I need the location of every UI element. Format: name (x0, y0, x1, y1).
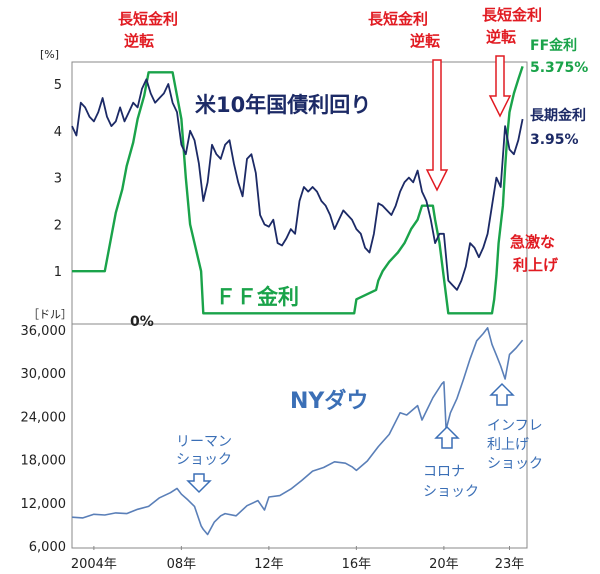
dow-y-tick-label: 18,000 (21, 454, 67, 469)
inflation-line3: ショック (487, 456, 543, 472)
inflation-arrow (489, 382, 515, 406)
x-tick-label: 08年 (167, 557, 197, 572)
inversion-label-3-line1: 長短金利 (482, 6, 542, 24)
rapid-hike-line2: 利上げ (513, 256, 559, 274)
dow-y-tick-label: 36,000 (21, 324, 67, 339)
rate-y-tick-label: 3 (54, 172, 62, 187)
rate-y-tick-label: 5 (54, 78, 62, 93)
inversion-label-1-line2: 逆転 (124, 32, 154, 50)
long-rate-series-label: 長期金利 (530, 107, 586, 124)
ff-rate-big-label: ＦＦ金利 (215, 285, 299, 309)
dow-y-tick-label: 6,000 (29, 540, 66, 555)
rate-y-tick-label: 4 (54, 125, 62, 140)
rapid-hike-line1: 急激な (510, 233, 555, 251)
ff-rate-value: 5.375% (530, 60, 588, 76)
dow-unit-label: ［ドル］ (28, 308, 72, 321)
dow-y-tick-label: 24,000 (21, 410, 67, 425)
ff-rate-series-label: FF金利 (530, 37, 577, 54)
inflation-line1: インフレ (487, 418, 543, 434)
inversion-arrow-3 (488, 55, 512, 118)
treasury-yield-title: 米10年国債利回り (195, 93, 371, 117)
inversion-arrow-2 (425, 59, 449, 192)
dow-line (71, 327, 524, 536)
rate-unit-label: [%] (40, 48, 59, 61)
corona-arrow (434, 425, 460, 449)
x-tick-label: 12年 (254, 557, 284, 572)
lehman-arrow (186, 473, 212, 494)
rate-y-tick-label: 2 (54, 218, 62, 233)
dow-title: NYダウ (290, 388, 368, 414)
dow-y-tick-label: 30,000 (21, 367, 67, 382)
inflation-line2: 利上げ (487, 437, 529, 453)
x-tick-label: 2004年 (71, 557, 117, 572)
corona-line2: ショック (423, 484, 479, 500)
lehman-line2: ショック (176, 452, 232, 468)
inversion-label-2-line1: 長短金利 (368, 10, 428, 28)
inversion-label-3-line2: 逆転 (486, 28, 516, 46)
dow-plot-frame (71, 323, 528, 549)
corona-line1: コロナ (423, 464, 465, 480)
inversion-label-2-line2: 逆転 (410, 32, 440, 50)
zero-percent-label: 0% (130, 314, 154, 330)
long-rate-value: 3.95% (530, 132, 579, 148)
inversion-label-1-line1: 長短金利 (118, 10, 178, 28)
long-rate-line (71, 78, 524, 291)
dow-y-tick-label: 12,000 (21, 497, 67, 512)
rate-y-tick-label: 1 (54, 265, 62, 280)
x-tick-label: 16年 (342, 557, 372, 572)
lehman-line1: リーマン (176, 434, 232, 450)
ff-rate-line (72, 66, 524, 315)
x-tick-label: 20年 (429, 557, 459, 572)
x-tick-label: 23年 (495, 557, 525, 572)
